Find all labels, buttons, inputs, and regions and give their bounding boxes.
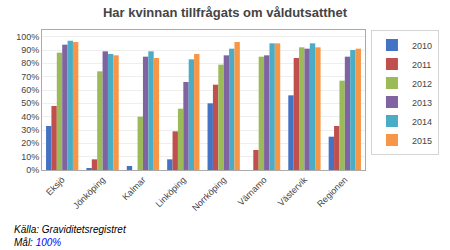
svg-text:80%: 80%: [21, 58, 39, 68]
svg-text:30%: 30%: [21, 125, 39, 135]
svg-text:Linköping: Linköping: [154, 175, 188, 209]
svg-text:2011: 2011: [412, 60, 431, 70]
svg-text:70%: 70%: [21, 72, 39, 82]
svg-text:2014: 2014: [412, 117, 432, 127]
svg-text:Jönköping: Jönköping: [71, 175, 107, 211]
svg-text:40%: 40%: [21, 112, 39, 122]
svg-text:Värnamo: Värnamo: [236, 175, 269, 208]
svg-text:Har kvinnan tillfrågats om vål: Har kvinnan tillfrågats om våldutsatthet: [103, 5, 348, 20]
svg-text:Regionen: Regionen: [315, 175, 349, 209]
svg-text:20%: 20%: [21, 138, 39, 148]
svg-text:100%: 100%: [16, 32, 39, 42]
svg-text:50%: 50%: [21, 98, 39, 108]
svg-text:Mål: 100%: Mål: 100%: [14, 237, 61, 248]
svg-text:Eksjö: Eksjö: [44, 175, 67, 198]
svg-text:Norrköping: Norrköping: [190, 175, 228, 213]
svg-text:2012: 2012: [412, 79, 432, 89]
svg-text:10%: 10%: [21, 152, 39, 162]
svg-text:2013: 2013: [412, 98, 432, 108]
svg-text:Kalmar: Kalmar: [120, 175, 147, 202]
svg-text:90%: 90%: [21, 45, 39, 55]
svg-text:Källa: Graviditetsregistret: Källa: Graviditetsregistret: [14, 224, 127, 235]
svg-text:60%: 60%: [21, 85, 39, 95]
svg-text:Västervik: Västervik: [276, 174, 310, 208]
svg-text:2015: 2015: [412, 136, 432, 146]
svg-text:2010: 2010: [412, 41, 432, 51]
svg-text:0%: 0%: [26, 165, 39, 175]
